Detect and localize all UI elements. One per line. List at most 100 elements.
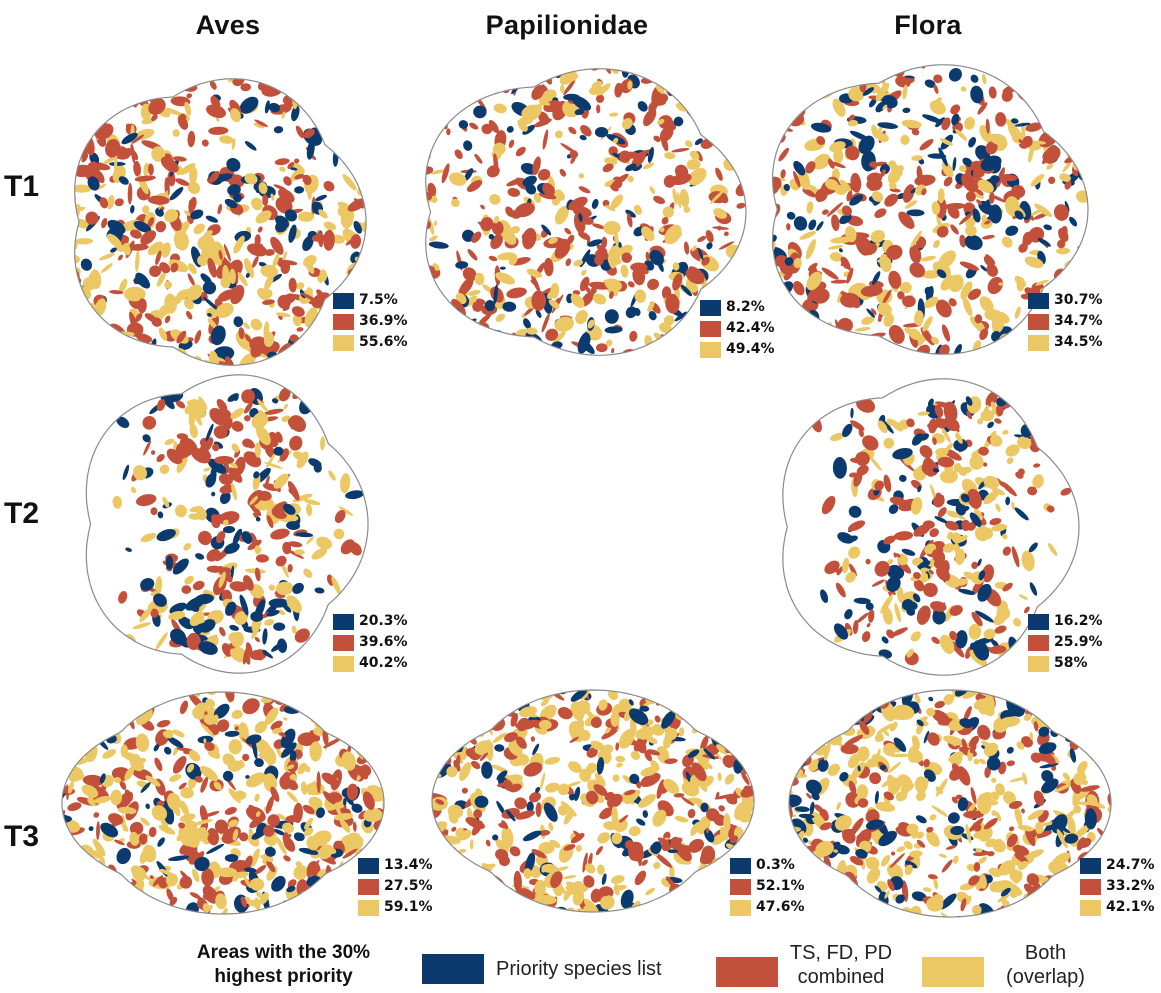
map-patch <box>347 832 362 847</box>
map-patch <box>826 202 843 217</box>
map-patch <box>846 295 861 309</box>
map-patch <box>839 179 852 192</box>
map-patch <box>323 791 336 805</box>
map-patch <box>851 761 866 780</box>
map-patch <box>88 826 94 832</box>
map-patch <box>297 211 315 222</box>
map-patch <box>683 241 690 255</box>
map-patch <box>960 466 972 474</box>
map-patch <box>260 854 274 862</box>
map-patch <box>200 723 215 738</box>
map-patch <box>189 892 201 899</box>
map-patch <box>803 887 822 898</box>
map-patch <box>522 175 537 187</box>
map-patch <box>980 155 1002 172</box>
map-patch <box>348 136 363 151</box>
map-patch <box>316 771 321 794</box>
map-patch <box>582 852 588 873</box>
map-patch <box>508 898 528 912</box>
map-patch <box>249 877 265 891</box>
map-patch <box>62 902 74 911</box>
map-patch <box>341 868 356 888</box>
map-patch <box>1053 268 1067 284</box>
map-patch <box>556 906 570 912</box>
map-patch <box>882 607 893 625</box>
map-patch <box>799 91 811 102</box>
map-patch <box>59 124 73 138</box>
map-patch <box>251 828 267 840</box>
map-patch <box>209 80 217 90</box>
map-patch <box>816 875 826 890</box>
swatch-combined <box>333 313 354 330</box>
map-patch <box>479 752 489 762</box>
map-patch <box>979 328 989 341</box>
map-patch <box>250 848 260 868</box>
map-patch <box>107 864 117 878</box>
map-patch <box>130 486 137 494</box>
map-patch <box>948 68 962 82</box>
map-patch <box>1046 163 1054 170</box>
map-patch <box>189 506 204 513</box>
map-patch <box>647 146 654 163</box>
map-patch <box>800 75 821 90</box>
map-patch <box>1027 486 1038 496</box>
map-patch <box>968 136 977 148</box>
map-patch <box>706 808 720 822</box>
map-patch <box>834 815 852 831</box>
map-patch <box>889 188 901 193</box>
map-patch <box>816 136 826 145</box>
map-patch <box>955 630 968 649</box>
map-patch <box>939 634 955 655</box>
map-patch <box>289 750 297 763</box>
map-patch <box>918 560 931 569</box>
map-patch <box>838 248 843 253</box>
map-patch <box>535 802 542 818</box>
map-patch <box>716 744 728 755</box>
map-patch <box>65 713 78 725</box>
map-patch <box>868 609 875 623</box>
map-patch <box>164 280 172 289</box>
map-patch <box>331 357 338 366</box>
map-patch <box>1031 72 1038 87</box>
map-patch <box>611 832 623 845</box>
map-patch <box>548 237 558 244</box>
map-patch <box>772 234 777 244</box>
map-patch <box>689 352 698 356</box>
map-patch <box>865 856 880 870</box>
map-patch <box>506 690 521 696</box>
map-patch <box>498 77 507 89</box>
map-patch <box>264 707 279 725</box>
map-patch <box>1025 395 1037 402</box>
map-patch <box>231 286 242 298</box>
map-patch <box>498 68 513 81</box>
map-patch <box>273 184 287 191</box>
map-patch <box>84 902 99 914</box>
map-patch <box>62 878 69 894</box>
map-patch <box>114 839 125 846</box>
map-patch <box>901 548 916 556</box>
map-patch <box>200 777 209 793</box>
map-patch <box>358 277 366 285</box>
map-patch <box>953 439 968 452</box>
map-patch <box>813 693 831 705</box>
map-patch <box>74 331 79 341</box>
map-papilionidae-t3 <box>431 689 755 913</box>
map-patch <box>429 303 447 321</box>
map-patch <box>942 543 955 553</box>
map-patch <box>103 155 118 165</box>
map-patch <box>408 97 421 111</box>
map-patch <box>691 101 707 122</box>
map-patch <box>429 105 444 117</box>
map-patch <box>132 622 152 630</box>
map-patch <box>810 690 827 700</box>
map-patch <box>965 191 976 202</box>
map-patch <box>472 710 493 721</box>
map-patch <box>263 692 282 697</box>
map-patch <box>772 241 776 253</box>
map-patch <box>144 910 156 914</box>
map-patch <box>1037 238 1051 247</box>
map-patch <box>798 734 812 747</box>
map-patch <box>1011 118 1019 124</box>
map-patch <box>323 229 335 251</box>
map-patch <box>251 412 269 429</box>
